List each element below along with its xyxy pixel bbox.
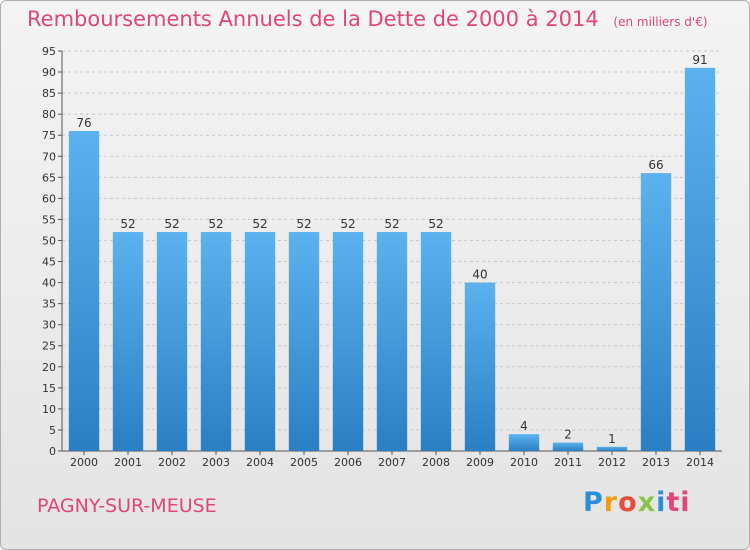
- bar: [288, 232, 320, 451]
- y-tick-label: 0: [49, 445, 56, 458]
- logo-letter: P: [583, 487, 604, 518]
- bar-value-label: 52: [384, 217, 399, 231]
- bar-value-label: 52: [120, 217, 135, 231]
- y-tick-label: 50: [42, 234, 56, 247]
- y-tick-label: 35: [42, 298, 56, 311]
- bar: [508, 434, 540, 451]
- logo-letter: x: [637, 487, 657, 518]
- bar: [376, 232, 408, 451]
- x-tick-label: 2013: [642, 456, 670, 469]
- bar: [244, 232, 276, 451]
- bar-value-label: 52: [164, 217, 179, 231]
- proxiti-logo: Proxiti: [583, 487, 691, 518]
- y-tick-label: 20: [42, 361, 56, 374]
- commune-name: PAGNY-SUR-MEUSE: [37, 495, 217, 517]
- y-tick-label: 10: [42, 403, 56, 416]
- bar-value-label: 52: [428, 217, 443, 231]
- bar: [684, 67, 716, 451]
- bar-value-label: 76: [76, 116, 91, 130]
- y-tick-label: 85: [42, 87, 56, 100]
- bar-value-label: 52: [252, 217, 267, 231]
- bar: [596, 446, 628, 451]
- bar-value-label: 66: [648, 158, 663, 172]
- bar: [200, 232, 232, 451]
- y-tick-label: 30: [42, 319, 56, 332]
- x-tick-label: 2010: [510, 456, 538, 469]
- bar-value-label: 2: [564, 428, 572, 442]
- y-tick-label: 95: [42, 45, 56, 58]
- x-tick-label: 2009: [466, 456, 494, 469]
- y-tick-label: 25: [42, 340, 56, 353]
- chart-unit-note: (en milliers d'€): [613, 15, 708, 29]
- x-tick-label: 2005: [290, 456, 318, 469]
- bar-value-label: 1: [608, 432, 616, 446]
- x-tick-label: 2002: [158, 456, 186, 469]
- bar-value-label: 52: [340, 217, 355, 231]
- y-tick-label: 5: [49, 424, 56, 437]
- logo-letter: r: [603, 487, 619, 518]
- chart-title-text: Remboursements Annuels de la Dette de 20…: [27, 7, 599, 31]
- y-tick-label: 60: [42, 192, 56, 205]
- bar: [420, 232, 452, 451]
- bar-value-label: 52: [208, 217, 223, 231]
- x-tick-label: 2003: [202, 456, 230, 469]
- bar: [552, 442, 584, 451]
- y-tick-label: 55: [42, 213, 56, 226]
- y-tick-label: 75: [42, 129, 56, 142]
- y-tick-label: 90: [42, 66, 56, 79]
- y-tick-label: 80: [42, 108, 56, 121]
- bar: [640, 173, 672, 451]
- x-tick-label: 2014: [686, 456, 714, 469]
- bar: [112, 232, 144, 451]
- x-tick-label: 2012: [598, 456, 626, 469]
- chart-title: Remboursements Annuels de la Dette de 20…: [27, 7, 708, 31]
- y-tick-label: 15: [42, 382, 56, 395]
- x-tick-label: 2001: [114, 456, 142, 469]
- y-tick-label: 45: [42, 256, 56, 269]
- x-tick-label: 2000: [70, 456, 98, 469]
- y-tick-label: 70: [42, 150, 56, 163]
- bar: [68, 131, 100, 451]
- x-tick-label: 2007: [378, 456, 406, 469]
- bar-value-label: 52: [296, 217, 311, 231]
- logo-letter: i: [656, 487, 667, 518]
- y-tick-label: 40: [42, 277, 56, 290]
- logo-letter: ti: [666, 487, 691, 518]
- bar-value-label: 4: [520, 419, 528, 433]
- x-tick-label: 2011: [554, 456, 582, 469]
- bar: [464, 282, 496, 451]
- logo-letter: o: [618, 487, 638, 518]
- x-tick-label: 2008: [422, 456, 450, 469]
- x-tick-label: 2006: [334, 456, 362, 469]
- bar: [156, 232, 188, 451]
- bar-value-label: 40: [472, 268, 487, 282]
- y-tick-label: 65: [42, 171, 56, 184]
- bar: [332, 232, 364, 451]
- bar-value-label: 91: [692, 53, 707, 67]
- x-tick-label: 2004: [246, 456, 274, 469]
